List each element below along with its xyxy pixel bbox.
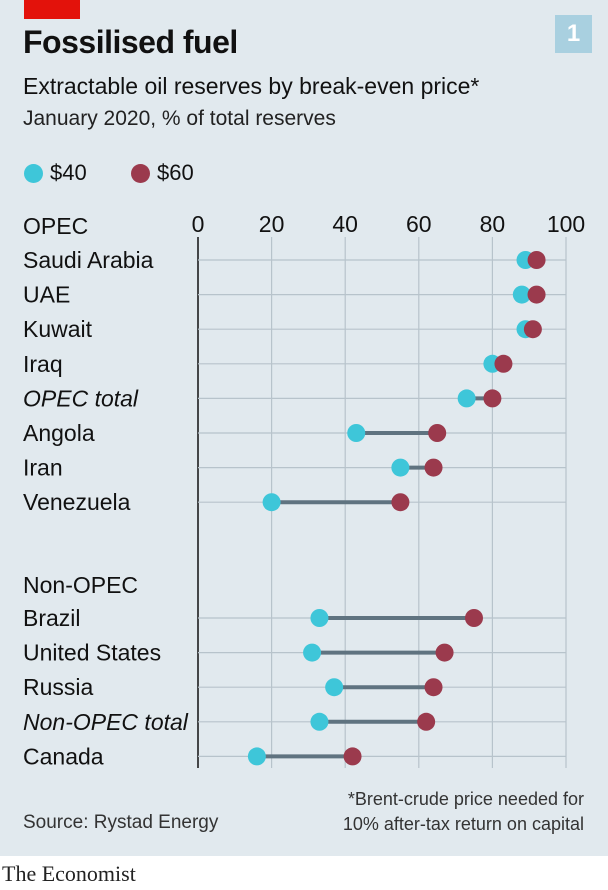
row-label-iraq: Iraq bbox=[23, 351, 63, 377]
dot-60-non-opec-total bbox=[417, 712, 436, 731]
x-tick-label-0: 0 bbox=[192, 211, 205, 237]
dumbbell-chart: 0 20 40 60 80 100 OPEC Saudi Arabia UAE Kuwait Ira… bbox=[23, 211, 585, 769]
dot-40-iran bbox=[391, 458, 410, 477]
dot-40-non-opec-total bbox=[310, 712, 329, 731]
dot-40-brazil bbox=[310, 609, 329, 627]
row-label-brazil: Brazil bbox=[23, 605, 81, 631]
x-tick-label-60: 60 bbox=[406, 211, 432, 237]
row-label-kuwait: Kuwait bbox=[23, 316, 93, 342]
dot-60-uae bbox=[527, 285, 546, 304]
source-note: Source: Rystad Energy bbox=[23, 812, 219, 833]
dot-60-iraq bbox=[494, 354, 513, 373]
dot-60-angola bbox=[428, 424, 447, 442]
row-label-venezuela: Venezuela bbox=[23, 489, 131, 515]
chart-panel bbox=[0, 0, 608, 856]
group-heading-non-opec: Non-OPEC bbox=[23, 572, 138, 598]
row-label-non-opec-total: Non-OPEC total bbox=[23, 709, 189, 735]
dot-40-uae bbox=[512, 285, 531, 304]
chart-title: Fossilised fuel bbox=[23, 24, 238, 60]
x-tick-label-20: 20 bbox=[259, 211, 285, 237]
dot-60-canada bbox=[343, 747, 362, 766]
row-label-united-states: United States bbox=[23, 640, 161, 666]
dot-40-russia bbox=[325, 678, 344, 697]
x-tick-label-100: 100 bbox=[547, 211, 585, 237]
dot-60-brazil bbox=[465, 609, 483, 627]
dot-40-venezuela bbox=[262, 493, 281, 512]
legend-label-60: $60 bbox=[157, 160, 194, 185]
legend-item-60: $60 bbox=[131, 160, 194, 186]
dot-40-canada bbox=[247, 747, 266, 766]
dot-60-kuwait bbox=[523, 320, 542, 339]
legend-item-40: $40 bbox=[24, 160, 87, 186]
row-label-canada: Canada bbox=[23, 743, 104, 769]
row-label-russia: Russia bbox=[23, 674, 94, 700]
row-label-saudi-arabia: Saudi Arabia bbox=[23, 247, 154, 273]
x-tick-label-80: 80 bbox=[480, 211, 506, 237]
legend-swatch-60 bbox=[131, 163, 150, 183]
dot-60-venezuela bbox=[391, 493, 410, 512]
economist-wordmark: The Economist bbox=[2, 861, 136, 886]
dot-60-iran bbox=[424, 458, 443, 477]
row-label-opec-total: OPEC total bbox=[23, 385, 139, 411]
dot-40-united-states bbox=[303, 643, 322, 662]
footnote: *Brent-crude price needed for 10% after-… bbox=[343, 787, 584, 837]
footnote-line-2: 10% after-tax return on capital bbox=[342, 814, 584, 834]
dot-60-saudi-arabia bbox=[527, 251, 546, 269]
legend-label-40: $40 bbox=[50, 160, 87, 185]
footnote-line-1: *Brent-crude price needed for bbox=[347, 789, 584, 809]
group-heading-opec: OPEC bbox=[23, 213, 88, 239]
row-label-uae: UAE bbox=[23, 282, 70, 308]
chart-number-badge: 1 bbox=[555, 15, 592, 53]
dot-40-opec-total bbox=[457, 389, 476, 408]
dot-60-united-states bbox=[435, 643, 454, 662]
dot-60-russia bbox=[424, 678, 443, 697]
dot-60-opec-total bbox=[483, 389, 502, 408]
chart-subtitle: Extractable oil reserves by break-even p… bbox=[23, 73, 480, 99]
chart-units-note: January 2020, % of total reserves bbox=[23, 107, 336, 130]
brand-red-tag bbox=[24, 0, 80, 19]
dot-40-angola bbox=[347, 424, 366, 442]
row-label-angola: Angola bbox=[23, 420, 95, 446]
row-label-iran: Iran bbox=[23, 455, 63, 481]
legend-swatch-40 bbox=[24, 163, 43, 183]
x-tick-label-40: 40 bbox=[332, 211, 358, 237]
